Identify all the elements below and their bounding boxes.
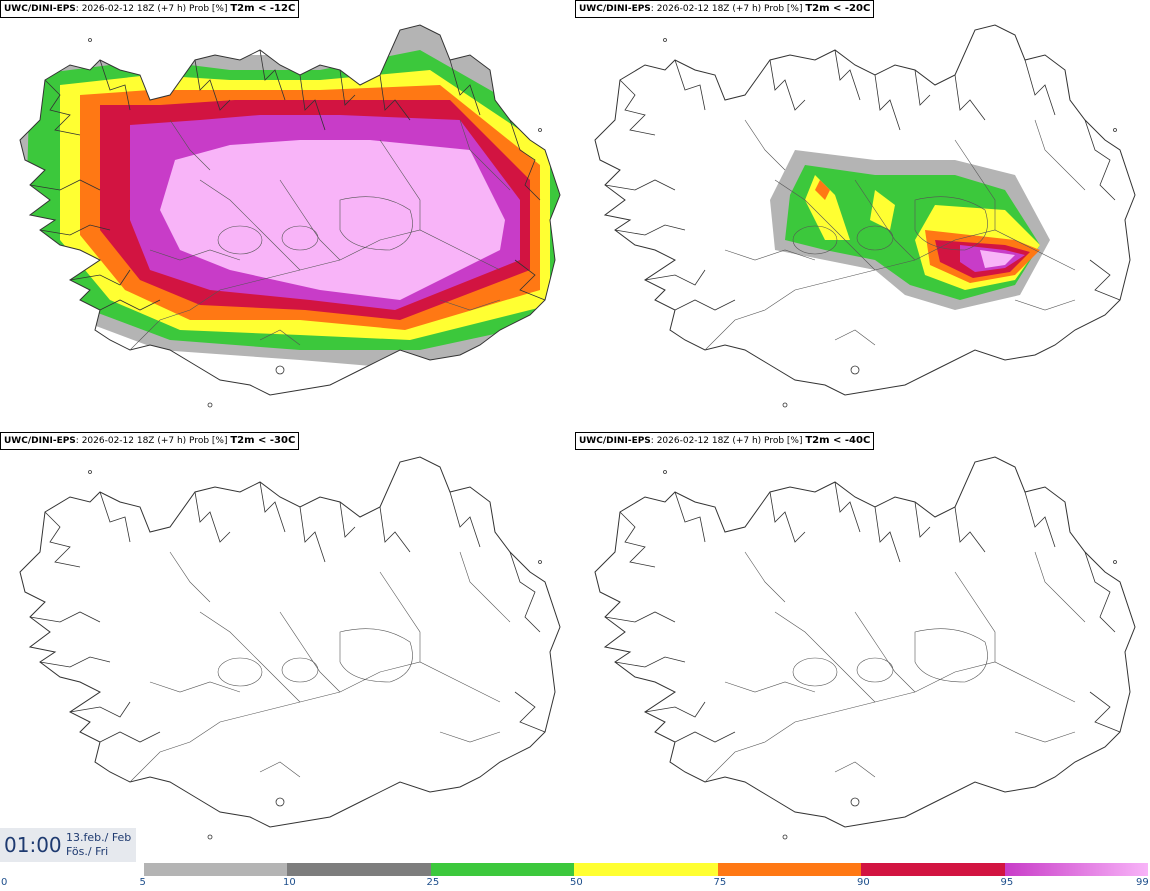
run-info: : 2026-02-12 18Z (+7 h) Prob [%] (75, 436, 231, 446)
run-info: : 2026-02-12 18Z (+7 h) Prob [%] (650, 4, 806, 14)
run-info: : 2026-02-12 18Z (+7 h) Prob [%] (75, 4, 231, 14)
map-panel-1: UWC/DINI-EPS: 2026-02-12 18Z (+7 h) Prob… (0, 0, 575, 430)
model-name: UWC/DINI-EPS (579, 4, 651, 14)
panel-title: UWC/DINI-EPS: 2026-02-12 18Z (+7 h) Prob… (0, 432, 300, 450)
legend-tick-label: 50 (570, 877, 583, 888)
legend-color-segment (430, 863, 574, 876)
panel-title: UWC/DINI-EPS: 2026-02-12 18Z (+7 h) Prob… (575, 432, 875, 450)
legend-color-segment (861, 863, 1005, 876)
panel-title: UWC/DINI-EPS: 2026-02-12 18Z (+7 h) Prob… (0, 0, 300, 18)
panel-title: UWC/DINI-EPS: 2026-02-12 18Z (+7 h) Prob… (575, 0, 875, 18)
map-panel-3: UWC/DINI-EPS: 2026-02-12 18Z (+7 h) Prob… (0, 432, 575, 862)
model-name: UWC/DINI-EPS (4, 4, 76, 14)
map-panel-2: UWC/DINI-EPS: 2026-02-12 18Z (+7 h) Prob… (575, 0, 1150, 430)
threshold-label: T2m < -40C (805, 435, 871, 446)
legend-color-segment (1004, 863, 1148, 876)
iceland-probability-map (594, 456, 1136, 840)
legend-color-segment (0, 863, 144, 876)
valid-date: 13.feb./ Feb (66, 831, 132, 844)
valid-time-box: 01:00 13.feb./ Feb Fös./ Fri (0, 828, 136, 862)
legend-tick-label: 95 (1000, 877, 1014, 888)
iceland-probability-map (594, 24, 1136, 408)
valid-time: 01:00 (4, 833, 62, 857)
model-name: UWC/DINI-EPS (4, 436, 76, 446)
threshold-label: T2m < -12C (230, 3, 296, 14)
legend-color-segment (143, 863, 287, 876)
legend-color-segment (717, 863, 861, 876)
valid-weekday: Fös./ Fri (66, 845, 109, 858)
legend-tick-label: 99 (1136, 877, 1149, 888)
map-panel-4: UWC/DINI-EPS: 2026-02-12 18Z (+7 h) Prob… (575, 432, 1150, 862)
iceland-probability-map (19, 456, 561, 840)
threshold-label: T2m < -20C (805, 3, 871, 14)
legend-tick-label: 10 (283, 877, 296, 888)
legend-tick-label: 25 (426, 877, 440, 888)
legend-tick-label: 90 (857, 877, 870, 888)
legend-tick-label: 75 (713, 877, 727, 888)
legend-tick-label: 5 (139, 877, 146, 888)
model-name: UWC/DINI-EPS (579, 436, 651, 446)
legend-color-segment (574, 863, 718, 876)
iceland-probability-map (19, 24, 561, 408)
legend-color-segment (287, 863, 431, 876)
legend-tick-label: 0 (1, 877, 8, 888)
threshold-label: T2m < -30C (230, 435, 296, 446)
run-info: : 2026-02-12 18Z (+7 h) Prob [%] (650, 436, 806, 446)
